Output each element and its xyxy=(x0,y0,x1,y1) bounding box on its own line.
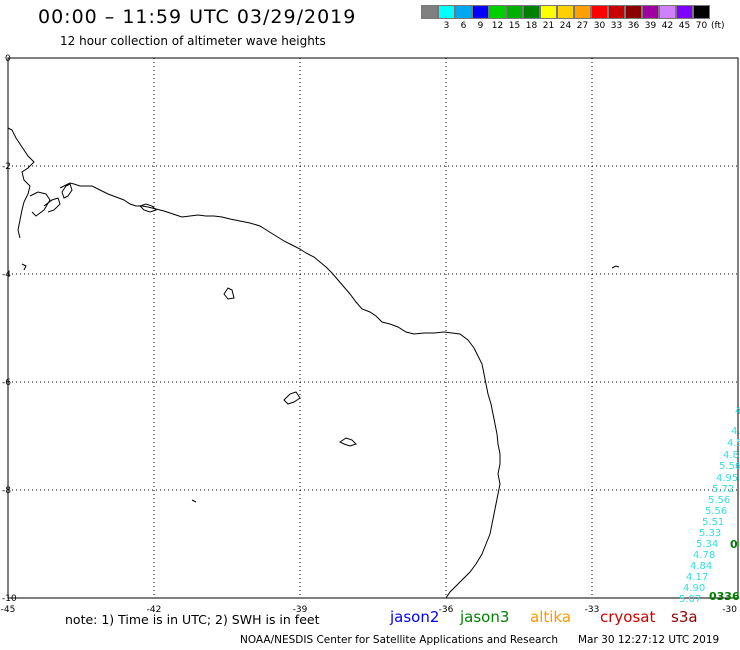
legend-label: 21 xyxy=(542,21,555,31)
legend-label: 27 xyxy=(576,21,589,31)
swh-track-labels: 4 4. 4.5 4.8 5.56 4.95 5.72 5.56 5.56 5.… xyxy=(679,406,740,605)
map-grid xyxy=(8,57,738,598)
legend-swatch xyxy=(608,5,625,19)
legend-swatch xyxy=(489,5,506,19)
legend-swatch xyxy=(693,5,710,19)
lat-tick-label: -6 xyxy=(2,378,11,388)
lat-tick-label: -8 xyxy=(2,486,11,496)
swh-value-label: 4.8 xyxy=(723,450,739,461)
legend-label: 9 xyxy=(477,21,484,31)
lon-tick-label: -39 xyxy=(293,605,308,615)
legend-swatch xyxy=(523,5,540,19)
map-frame xyxy=(7,57,739,599)
legend-label: 12 xyxy=(491,21,504,31)
swh-value-label: 4.5 xyxy=(727,438,740,449)
swh-value-label: 4.90 xyxy=(683,583,705,594)
legend-label: 36 xyxy=(627,21,640,31)
coastline xyxy=(7,127,620,599)
legend-swatch xyxy=(625,5,642,19)
legend-label: 42 xyxy=(661,21,674,31)
legend-label: 6 xyxy=(460,21,467,31)
legend-swatch xyxy=(574,5,591,19)
legend-label: 18 xyxy=(525,21,538,31)
satellite-jason2-label: jason2 xyxy=(390,608,440,626)
legend-swatch xyxy=(676,5,693,19)
swh-value-label: 4.78 xyxy=(693,550,715,561)
swh-value-label: 5.72 xyxy=(712,484,734,495)
color-scale-legend xyxy=(421,5,710,19)
lon-tick-label: -42 xyxy=(147,605,162,615)
legend-label: 24 xyxy=(559,21,572,31)
legend-swatch xyxy=(438,5,455,19)
lon-tick-label: -45 xyxy=(1,605,16,615)
legend-swatch xyxy=(455,5,472,19)
map-subtitle: 12 hour collection of altimeter wave hei… xyxy=(60,34,326,48)
legend-swatch xyxy=(659,5,676,19)
color-scale-unit: (ft) xyxy=(711,21,725,31)
map-title: 00:00 – 11:59 UTC 03/29/2019 xyxy=(38,6,357,28)
legend-swatch xyxy=(421,5,438,19)
lat-tick-label: -2 xyxy=(2,162,11,172)
legend-swatch xyxy=(642,5,659,19)
swh-value-label: 5.56 xyxy=(708,495,730,506)
lon-tick-label: -33 xyxy=(585,605,600,615)
swh-value-label: 5.56 xyxy=(719,461,740,472)
satellite-cryosat-label: cryosat xyxy=(600,608,656,626)
legend-label: 70 xyxy=(695,21,708,31)
lon-tick-label: -36 xyxy=(439,605,454,615)
color-scale-labels: 3 6 9 12 15 18 21 24 27 30 33 36 39 42 45 70 xyxy=(421,21,710,31)
generation-timestamp: Mar 30 12:27:12 UTC 2019 xyxy=(578,634,720,646)
swh-value-label: 4. xyxy=(731,426,740,437)
legend-swatch xyxy=(540,5,557,19)
legend-swatch xyxy=(506,5,523,19)
legend-label: 39 xyxy=(644,21,657,31)
legend-label: 33 xyxy=(610,21,623,31)
swh-value-label: 4 xyxy=(735,406,740,417)
swh-value-label: 4.17 xyxy=(686,572,708,583)
legend-swatch xyxy=(591,5,608,19)
swh-value-label: 4.84 xyxy=(690,561,712,572)
credit-line: NOAA/NESDIS Center for Satellite Applica… xyxy=(240,634,558,646)
lat-tick-label: -4 xyxy=(2,270,11,280)
lat-tick-label: 0 xyxy=(5,54,11,64)
satellite-s3a-label: s3a xyxy=(671,608,698,626)
pass-time-label: 0 xyxy=(730,538,738,551)
pass-time-label: 0336 xyxy=(709,590,740,603)
legend-label: 45 xyxy=(678,21,691,31)
satellite-jason3-label: jason3 xyxy=(460,608,510,626)
satellite-altika-label: altika xyxy=(530,608,572,626)
legend-label: 3 xyxy=(443,21,450,31)
footnote: note: 1) Time is in UTC; 2) SWH is in fe… xyxy=(65,612,320,627)
swh-value-label: 5.33 xyxy=(699,528,721,539)
legend-label: 30 xyxy=(593,21,606,31)
lon-tick-label: -30 xyxy=(722,605,737,615)
legend-label: 15 xyxy=(508,21,521,31)
legend-swatch xyxy=(472,5,489,19)
swh-value-label: 5.56 xyxy=(705,506,727,517)
swh-value-label: 5.51 xyxy=(702,517,724,528)
legend-swatch xyxy=(557,5,574,19)
lat-tick-label: -10 xyxy=(2,594,17,604)
swh-value-label: 5.34 xyxy=(696,539,718,550)
swh-value-label: 4.95 xyxy=(716,473,738,484)
swh-value-label: 5.07 xyxy=(679,594,701,605)
